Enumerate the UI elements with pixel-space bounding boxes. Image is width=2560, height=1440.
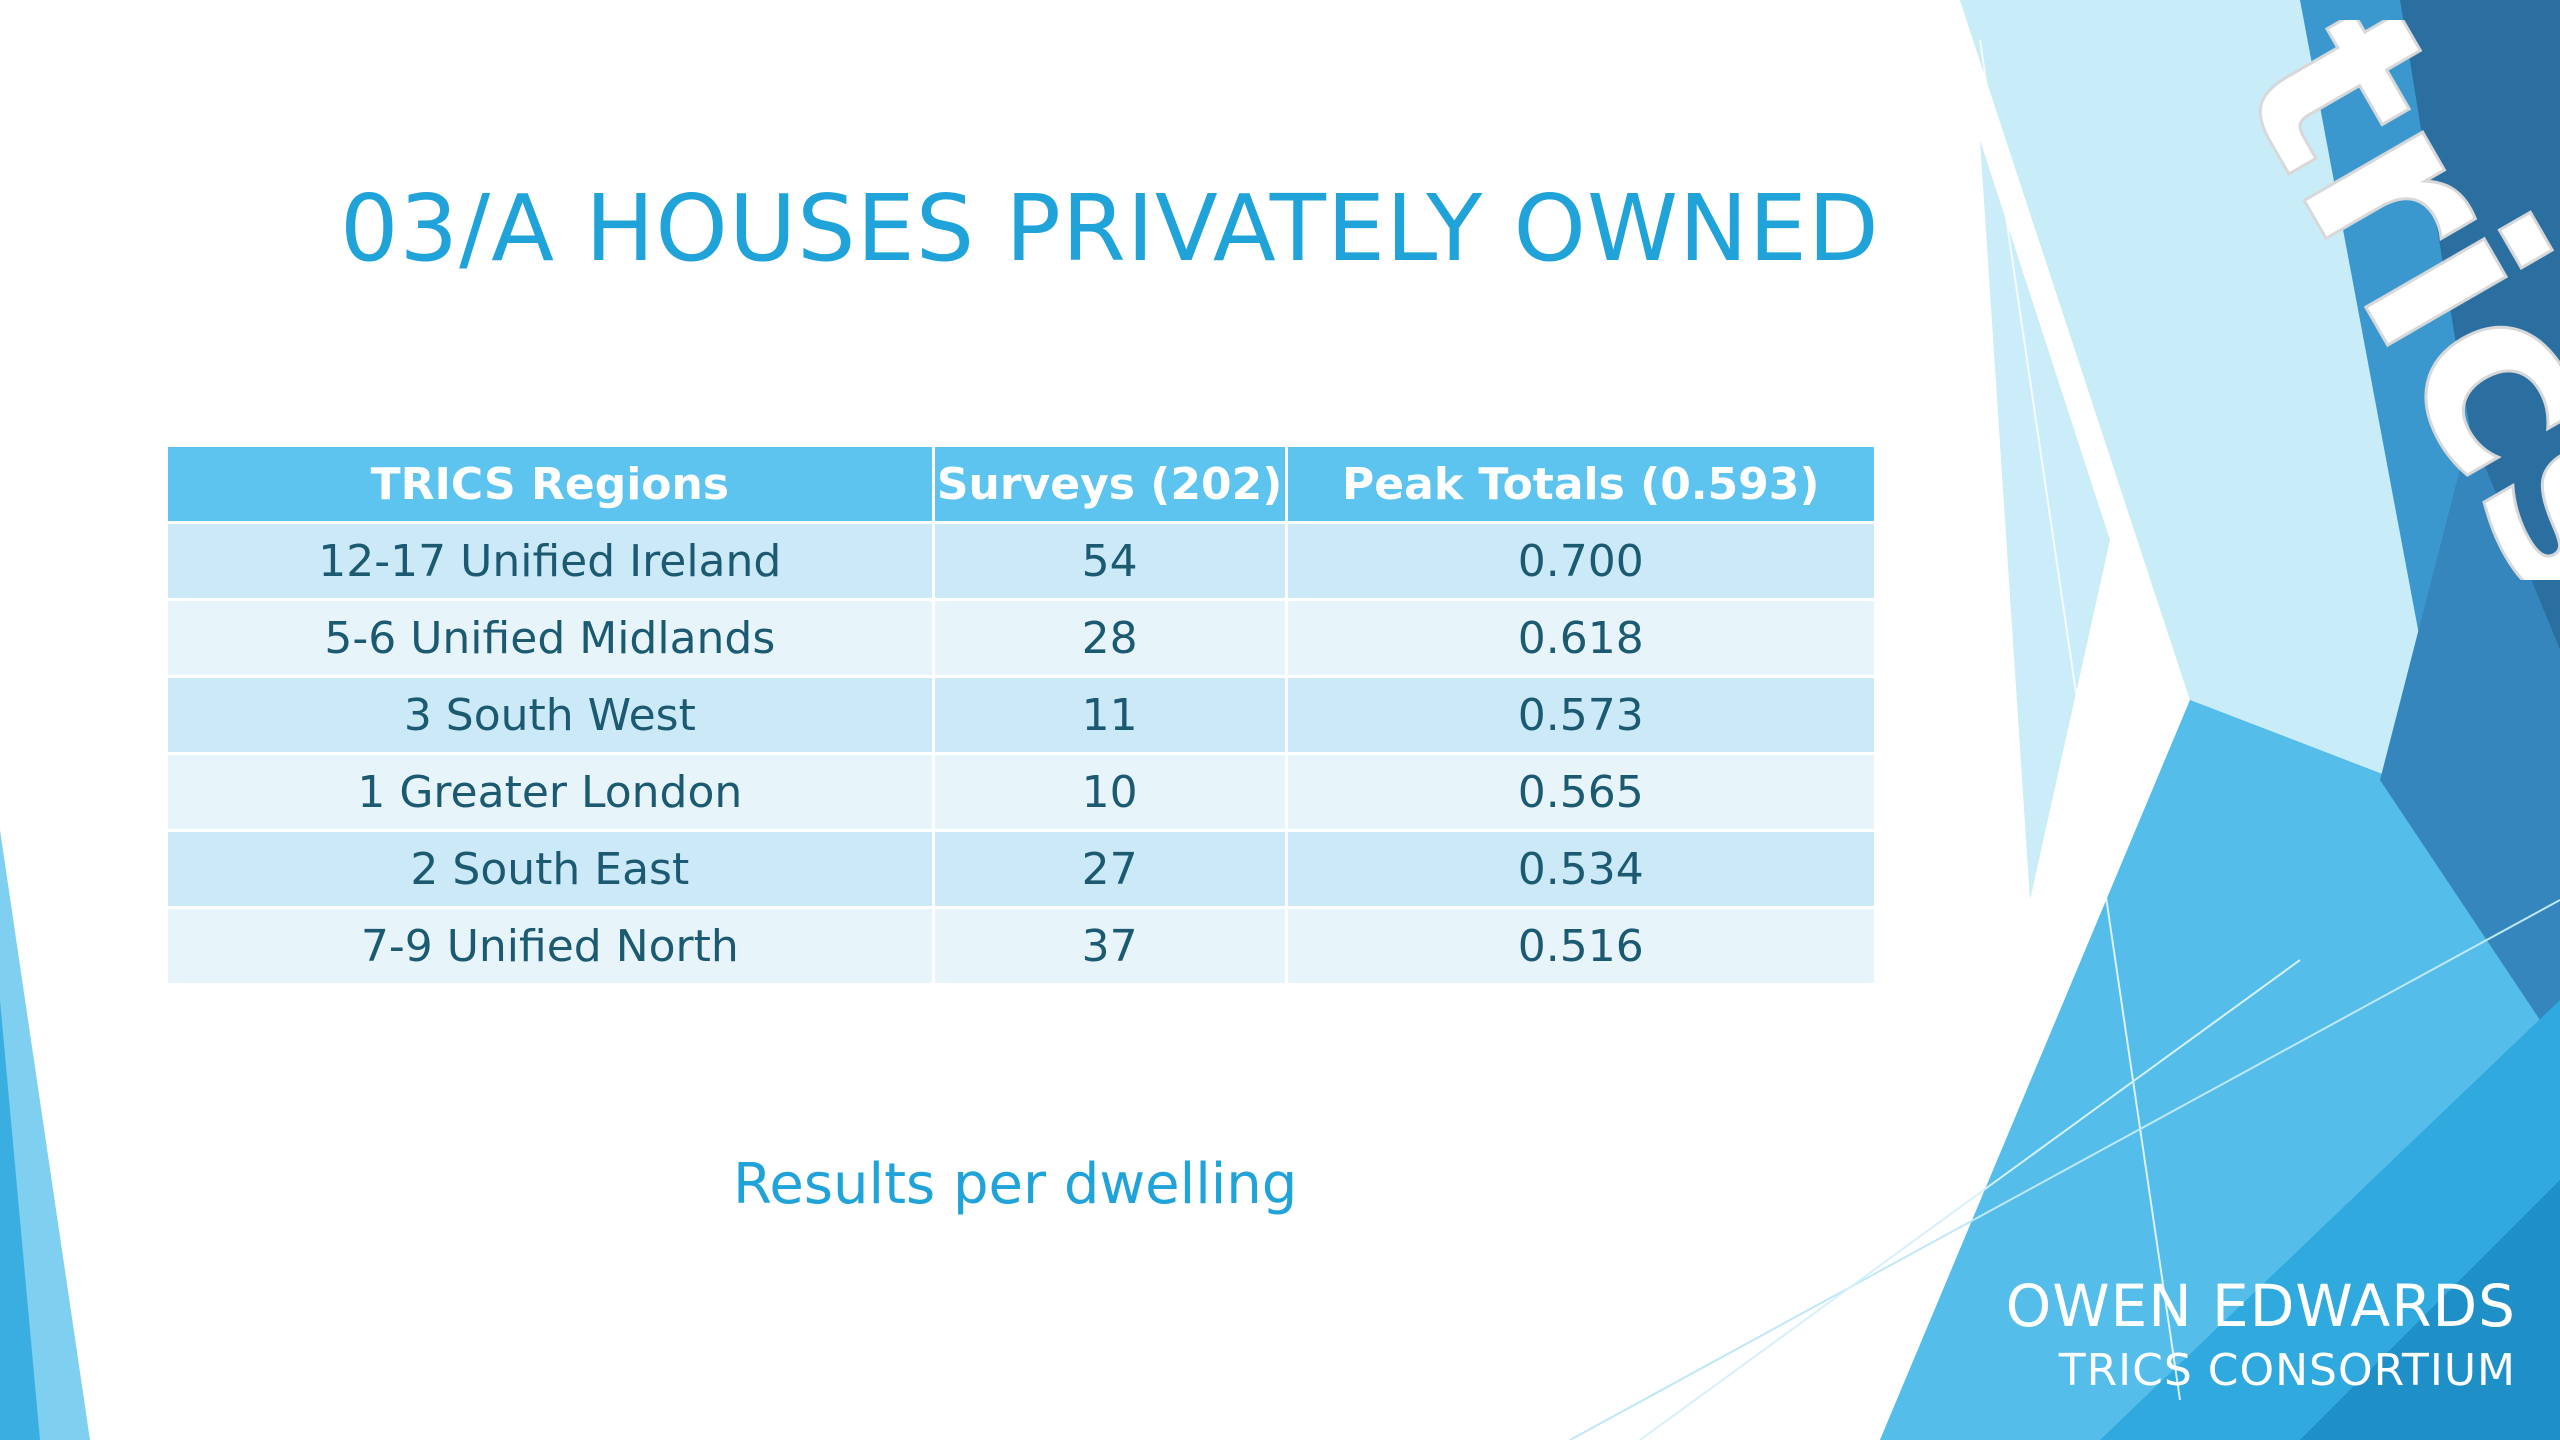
region-cell: 2 South East [168,832,935,909]
header-peak-totals: Peak Totals (0.593) [1287,447,1874,524]
regions-table: TRICS Regions Surveys (202) Peak Totals … [168,447,1874,986]
peak-cell: 0.534 [1287,832,1874,909]
presenter-organization: TRICS CONSORTIUM [2058,1345,2516,1396]
logo-wordmark: trics [2183,20,2560,580]
peak-cell: 0.618 [1287,601,1874,678]
surveys-cell: 10 [934,755,1288,832]
table-row: 5-6 Unified Midlands 28 0.618 [168,601,1874,678]
region-cell: 5-6 Unified Midlands [168,601,935,678]
table-row: 1 Greater London 10 0.565 [168,755,1874,832]
table-header-row: TRICS Regions Surveys (202) Peak Totals … [168,447,1874,524]
surveys-cell: 37 [934,909,1288,986]
surveys-cell: 11 [934,678,1288,755]
peak-cell: 0.573 [1287,678,1874,755]
region-cell: 1 Greater London [168,755,935,832]
table-row: 12-17 Unified Ireland 54 0.700 [168,524,1874,601]
surveys-cell: 54 [934,524,1288,601]
presenter-block: OWEN EDWARDS TRICS CONSORTIUM [2006,1270,2516,1400]
table-row: 2 South East 27 0.534 [168,832,1874,909]
region-cell: 3 South West [168,678,935,755]
slide-title: 03/A HOUSES PRIVATELY OWNED [340,175,1880,282]
peak-cell: 0.700 [1287,524,1874,601]
region-cell: 7-9 Unified North [168,909,935,986]
peak-cell: 0.565 [1287,755,1874,832]
surveys-cell: 27 [934,832,1288,909]
region-cell: 12-17 Unified Ireland [168,524,935,601]
header-surveys: Surveys (202) [934,447,1288,524]
table-row: 3 South West 11 0.573 [168,678,1874,755]
trics-logo: trics [2181,20,2560,580]
peak-cell: 0.516 [1287,909,1874,986]
header-trics-regions: TRICS Regions [168,447,935,524]
results-caption: Results per dwelling [733,1152,1298,1217]
table-row: 7-9 Unified North 37 0.516 [168,909,1874,986]
presenter-name: OWEN EDWARDS [2005,1272,2516,1340]
surveys-cell: 28 [934,601,1288,678]
